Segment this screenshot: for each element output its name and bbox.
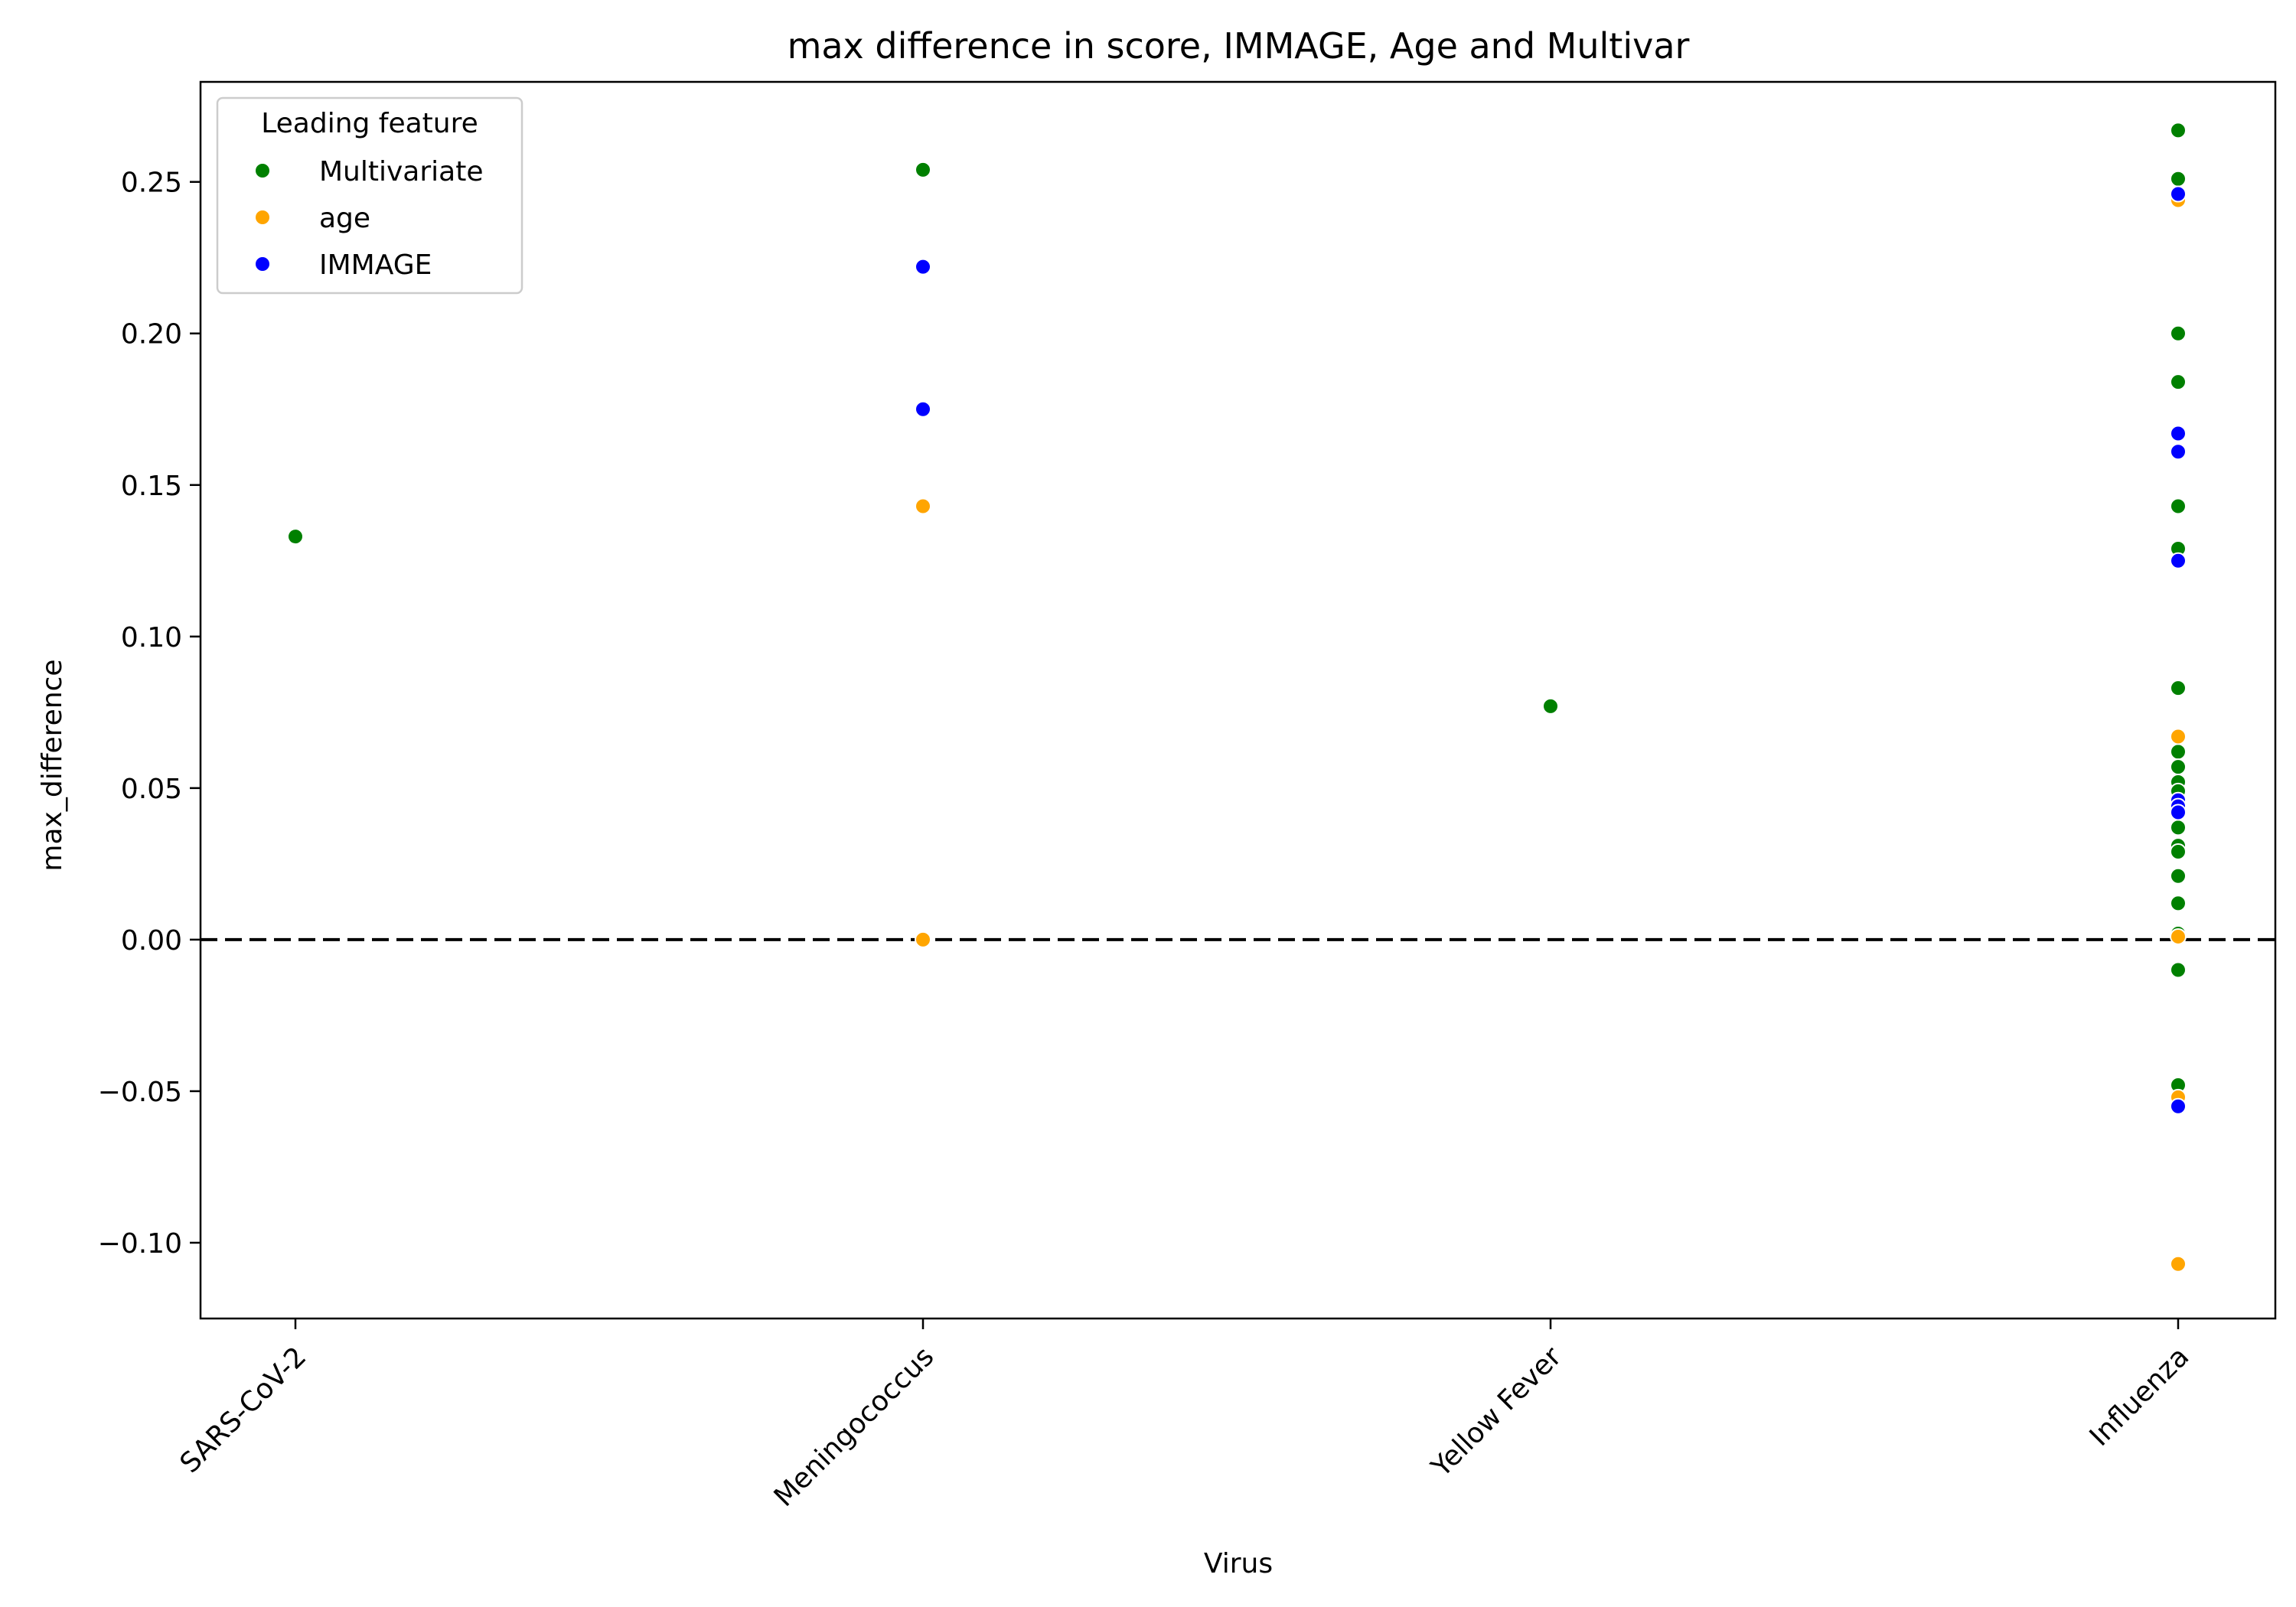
y-tick-label: 0.00 xyxy=(121,925,182,957)
data-point-multivariate xyxy=(287,528,304,546)
data-point-multivariate xyxy=(2170,324,2187,342)
data-point-multivariate xyxy=(2170,122,2187,139)
data-point-multivariate xyxy=(915,161,931,178)
y-tick-label: 0.25 xyxy=(121,168,182,199)
y-tick-label: −0.05 xyxy=(98,1077,182,1108)
data-point-age xyxy=(915,497,931,515)
data-point-multivariate xyxy=(2170,373,2187,391)
data-point-multivariate xyxy=(2170,867,2187,885)
data-point-immage xyxy=(2170,1097,2187,1115)
legend-marker xyxy=(254,256,271,272)
data-point-age xyxy=(2170,1255,2187,1273)
data-point-immage xyxy=(2170,443,2187,461)
chart-title: max difference in score, IMMAGE, Age and… xyxy=(788,25,1690,67)
y-tick-label: 0.20 xyxy=(121,319,182,350)
y-tick-label: 0.05 xyxy=(121,774,182,805)
data-point-immage xyxy=(2170,425,2187,442)
legend-marker xyxy=(254,209,271,226)
legend-marker xyxy=(254,162,271,179)
y-tick-label: −0.10 xyxy=(98,1228,182,1260)
y-tick-label: 0.15 xyxy=(121,471,182,502)
legend-title: Leading feature xyxy=(261,108,478,139)
data-point-age xyxy=(2170,927,2187,945)
y-tick-label: 0.10 xyxy=(121,622,182,654)
legend-box xyxy=(216,96,523,295)
y-axis-label: max_difference xyxy=(37,659,68,871)
data-point-multivariate xyxy=(2170,961,2187,979)
legend: Leading feature Multivariate age IMMAGE xyxy=(216,96,523,295)
data-point-immage xyxy=(2170,185,2187,203)
data-point-multivariate xyxy=(2170,843,2187,861)
x-axis-label: Virus xyxy=(1204,1548,1273,1579)
data-point-immage xyxy=(915,400,931,418)
legend-items: Multivariate age IMMAGE xyxy=(254,156,484,281)
data-point-multivariate xyxy=(2170,819,2187,836)
plot-area-frame xyxy=(199,80,2277,1320)
data-point-multivariate xyxy=(2170,680,2187,697)
legend-label: age xyxy=(319,203,370,234)
data-point-multivariate xyxy=(2170,895,2187,912)
data-point-immage xyxy=(2170,552,2187,569)
legend-label: Multivariate xyxy=(319,156,484,187)
data-point-multivariate xyxy=(2170,758,2187,776)
points-layer xyxy=(287,122,2187,1273)
data-point-immage xyxy=(2170,804,2187,821)
data-point-multivariate xyxy=(2170,497,2187,515)
data-point-multivariate xyxy=(2170,743,2187,761)
data-point-immage xyxy=(915,258,931,275)
data-point-age xyxy=(915,931,931,948)
data-point-multivariate xyxy=(1542,697,1559,715)
data-point-age xyxy=(2170,728,2187,745)
legend-label: IMMAGE xyxy=(319,249,432,281)
data-point-multivariate xyxy=(2170,170,2187,187)
